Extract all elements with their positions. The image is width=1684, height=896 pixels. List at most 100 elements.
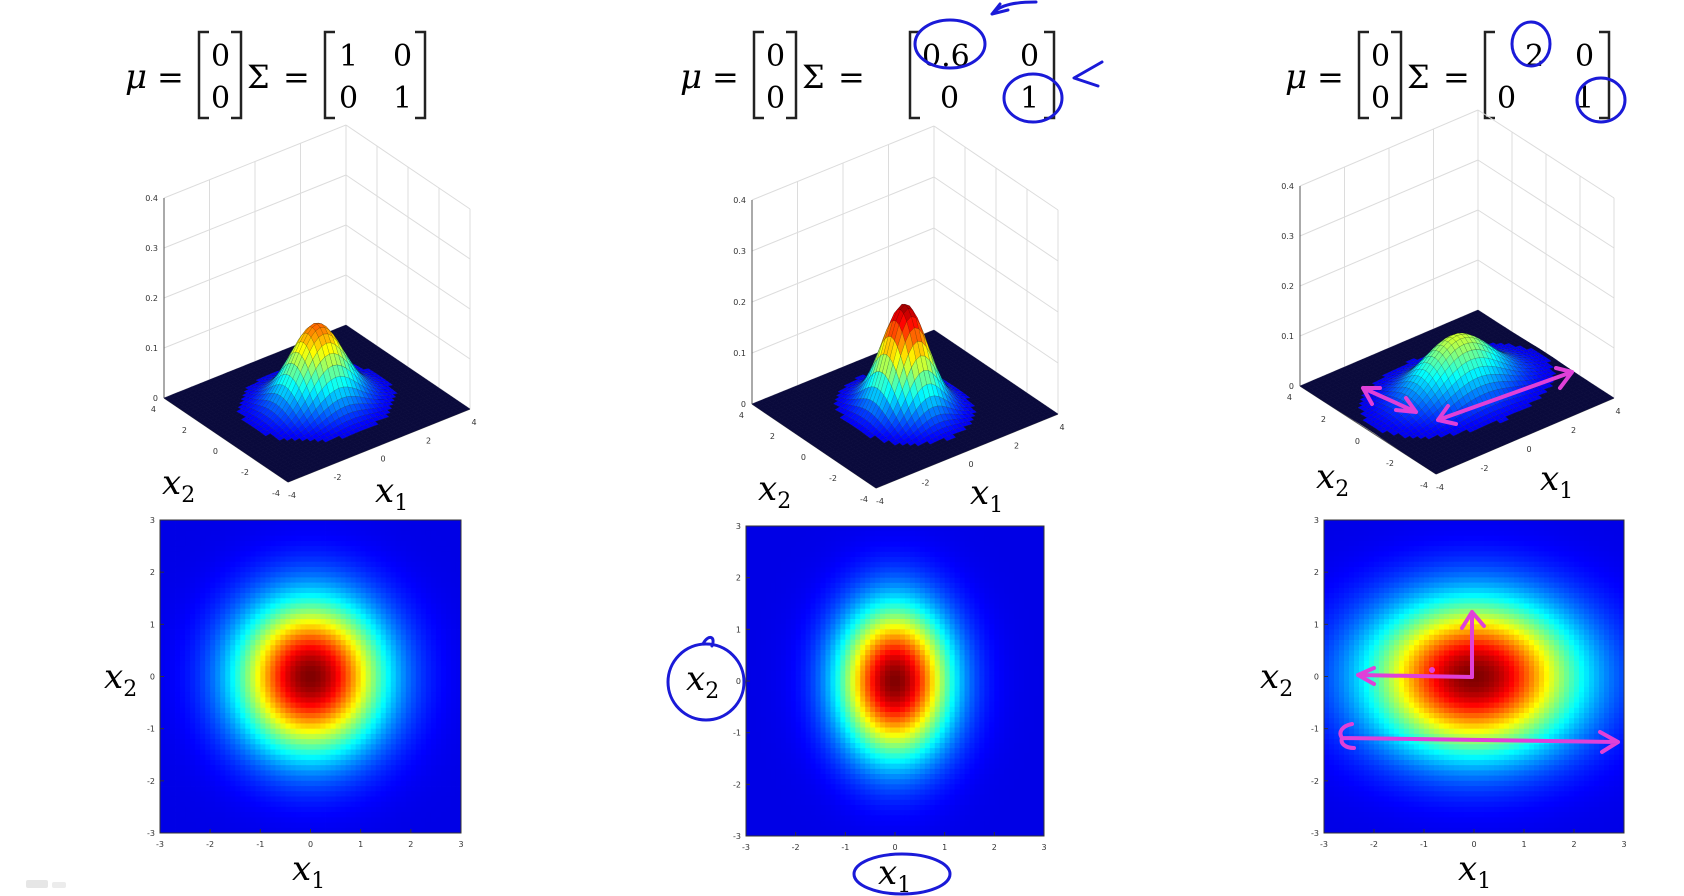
- x2-tick-label: 0: [1355, 437, 1360, 446]
- mu-entry-0: 0: [211, 39, 230, 74]
- sigma-bracket-left: [908, 30, 920, 120]
- heatmap-cell: [275, 520, 281, 526]
- heatmap-cell: [290, 520, 296, 526]
- sigma-entry-00: 1: [339, 39, 358, 74]
- z-axis-ticks: 0.40.30.20.10: [733, 196, 746, 409]
- sigma-entry-01: 0: [393, 39, 412, 74]
- z-tick-label: 0.3: [733, 247, 746, 256]
- surface-cell: [284, 353, 293, 367]
- z-tick-label: 0.2: [733, 298, 746, 307]
- heatmap-cell: [235, 525, 241, 531]
- x2-axis-label: x2: [1316, 457, 1349, 502]
- heatmap-cell: [255, 525, 261, 531]
- sigma-entry-11: 1: [1020, 81, 1039, 116]
- surface-cell: [938, 374, 947, 391]
- z-tick-label: 0.1: [1281, 332, 1294, 341]
- surface-cell: [266, 375, 277, 379]
- surface-mesh: [1299, 309, 1615, 475]
- surface-cell: [294, 419, 303, 429]
- heatmap-cell: [350, 520, 357, 526]
- surface-cell: [243, 407, 252, 413]
- heatmap-cell: [310, 520, 316, 526]
- x2-tick-label: -2: [829, 474, 837, 483]
- x2-axis-label: x2: [758, 469, 791, 514]
- heatmap-cell: [265, 520, 271, 526]
- z-tick-label: 0.3: [145, 244, 158, 253]
- sigma-bracket-right: [1599, 30, 1611, 120]
- z-tick-label: 0.1: [145, 344, 158, 353]
- sigma-bracket-left: [1483, 30, 1495, 120]
- heatmap-cell: [305, 520, 311, 526]
- sigma-entry-10: 0: [940, 81, 959, 116]
- surface-cell: [337, 397, 346, 410]
- heatmap-cell: [340, 520, 347, 526]
- x2-tick-label: -2: [1386, 459, 1394, 468]
- x2-tick-label: 2: [182, 426, 187, 435]
- surface-cell: [275, 365, 284, 377]
- x1-tick-label: 4: [1615, 407, 1620, 416]
- heatmap-cell: [190, 525, 196, 531]
- formula-1: μ = 0 0 Σ = 0.6 0 0 1: [680, 30, 1056, 120]
- heatmap-cell: [200, 525, 206, 531]
- surface-cell: [937, 405, 946, 415]
- surface-cell: [321, 323, 330, 331]
- heatmap-cell: [160, 525, 166, 531]
- surface-cell: [269, 377, 278, 389]
- heatmap-cell: [345, 520, 352, 526]
- heatmap-cell: [175, 525, 181, 531]
- heatmap-cells: [160, 520, 461, 833]
- surface-cell: [364, 413, 373, 420]
- surface-mesh: [163, 322, 471, 483]
- heatmap-cell: [415, 520, 422, 526]
- formula-0: μ = 0 0 Σ = 1 0 0 1: [125, 30, 427, 120]
- heatmap-cell: [180, 525, 186, 531]
- heatmap-cell: [185, 520, 191, 526]
- heatmap-cell: [405, 520, 412, 526]
- heatmap-cell: [170, 520, 176, 526]
- surface-cell: [843, 410, 852, 417]
- z-tick-label: 0.2: [145, 294, 158, 303]
- x1-tick-label: 4: [471, 418, 476, 427]
- heatmap-cell: [230, 520, 236, 526]
- surface-cell: [257, 379, 267, 383]
- sigma-bracket-right: [415, 30, 427, 120]
- heatmap-cell: [195, 525, 201, 531]
- surface-cell: [252, 390, 262, 396]
- x1-tick-label: -2: [1481, 464, 1489, 473]
- mu-bracket-left: [197, 30, 209, 120]
- surface-cell: [377, 399, 387, 404]
- mu-entry-1: 0: [1371, 81, 1390, 116]
- x2-axis-ticks: 420-2-4: [151, 405, 280, 498]
- heatmap-cell: [245, 520, 251, 526]
- x1-tick-label: 2: [1571, 426, 1576, 435]
- heatmap-cell: [370, 520, 377, 526]
- x2-tick-label: -4: [860, 495, 868, 504]
- z-tick-label: 0: [741, 400, 746, 409]
- x1-tick-label: -2: [334, 473, 342, 482]
- x2-tick-label: 4: [151, 405, 156, 414]
- heatmap-cell: [240, 525, 246, 531]
- x2-axis-label: x2: [162, 463, 195, 508]
- heatmap-cell: [270, 525, 276, 531]
- surface-cell: [348, 377, 358, 390]
- heatmap-cell: [410, 520, 417, 526]
- surface-cell: [349, 403, 358, 413]
- surface-cell: [267, 376, 276, 386]
- z-tick-label: 0.4: [1281, 182, 1294, 191]
- heatmap-cell: [265, 525, 271, 531]
- heatmap-cell: [230, 525, 236, 531]
- heatmap-cell: [285, 520, 291, 526]
- surface-cell: [300, 428, 309, 436]
- mu-symbol: μ: [125, 57, 147, 97]
- heatmap-cell: [445, 520, 452, 526]
- z-tick-label: 0: [153, 394, 158, 403]
- heatmap-cell: [185, 525, 191, 531]
- x1-tick-label: 0: [380, 455, 385, 464]
- heatmap-cell: [320, 520, 326, 526]
- surface-cell: [265, 418, 274, 426]
- heatmap-cell: [200, 520, 206, 526]
- z-tick-label: 0.1: [733, 349, 746, 358]
- x2-tick-label: 0: [213, 447, 218, 456]
- heatmap-cell: [160, 520, 166, 526]
- heatmap-cell: [225, 520, 231, 526]
